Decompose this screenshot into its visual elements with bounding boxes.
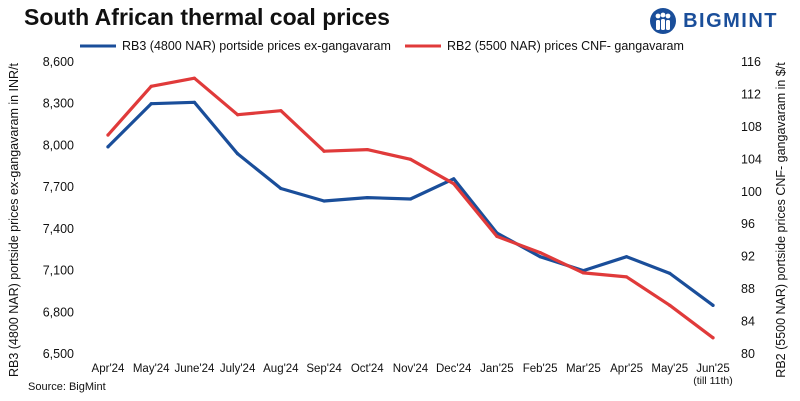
series-1-point: [322, 199, 326, 203]
legend-label-1: RB3 (4800 NAR) portside prices ex-gangav…: [122, 39, 391, 53]
y2-tick-label: 80: [741, 347, 755, 361]
x-tick-label: July'24: [220, 363, 256, 375]
series-2-point: [711, 336, 715, 340]
y2-tick-label: 84: [741, 315, 755, 329]
source-note: Source: BigMint: [28, 381, 106, 393]
x-tick-label: Dec'24: [436, 363, 472, 375]
x-tick-label: Jun'25: [696, 363, 730, 375]
y2-tick-label: 88: [741, 282, 755, 296]
series-2-point: [192, 76, 197, 80]
series-line-2: [106, 76, 715, 340]
series-2-point: [365, 148, 369, 152]
series-2-point: [408, 157, 413, 161]
x-tick-label: Jan'25: [480, 363, 514, 375]
series-2-point: [106, 133, 110, 137]
series-1-point: [452, 177, 456, 181]
series-1-point: [236, 152, 240, 156]
y-tick-label: 8,000: [43, 138, 74, 152]
series-2-point: [668, 303, 672, 307]
series-1-point: [668, 271, 672, 275]
series-2-point: [322, 149, 326, 153]
y-tick-label: 8,300: [43, 97, 74, 111]
legend: RB3 (4800 NAR) portside prices ex-gangav…: [80, 39, 684, 53]
y-tick-label: 7,700: [43, 180, 74, 194]
y2-tick-label: 104: [741, 152, 762, 166]
y-tick-label: 7,100: [43, 264, 74, 278]
x-tick-label: Mar'25: [566, 363, 601, 375]
y-tick-label: 6,800: [43, 305, 74, 319]
series-1-point: [365, 195, 369, 200]
series-1-point: [711, 303, 715, 307]
series-2-point: [149, 84, 153, 88]
series-1-point: [279, 186, 283, 191]
legend-label-2: RB2 (5500 NAR) prices CNF- gangavaram: [447, 39, 684, 53]
series-2-point: [452, 182, 456, 186]
x-tick-label: May'24: [133, 363, 170, 375]
x-tick-label: Apr'24: [92, 363, 125, 375]
series-1-point: [149, 102, 153, 106]
y-axis-title: RB3 (4800 NAR) portside prices ex-gangav…: [7, 62, 21, 377]
series-1-point: [192, 100, 197, 104]
y2-tick-label: 116: [741, 55, 761, 69]
y-tick-label: 7,400: [43, 222, 74, 236]
bigmint-logo-icon: [650, 8, 677, 34]
x-tick-label: May'25: [651, 363, 688, 375]
series-1-point: [538, 255, 542, 259]
y2-tick-label: 100: [741, 185, 762, 199]
y-tick-label: 8,600: [43, 55, 74, 69]
y2-tick-label: 96: [741, 217, 755, 231]
series-2-point: [236, 113, 240, 117]
brand-name: BIGMINT: [683, 9, 778, 32]
y2-tick-label: 108: [741, 120, 762, 134]
series-2-point: [538, 251, 542, 255]
chart-title: South African thermal coal prices: [24, 4, 390, 30]
y2-tick-label: 112: [741, 87, 761, 101]
series-2-point: [624, 275, 629, 279]
series-line-1: [106, 100, 715, 307]
series-1-point: [624, 255, 629, 259]
series-2-point: [495, 234, 499, 238]
x-tick-label: Sep'24: [306, 363, 342, 375]
brand-logo: BIGMINT: [649, 6, 778, 36]
series-1-point: [106, 145, 110, 149]
x-tick-label: Feb'25: [523, 363, 558, 375]
series-2-point: [581, 271, 585, 275]
y2-tick-label: 92: [741, 250, 755, 264]
y2-axis-title: RB2 (5500 NAR) portside prices CNF- gang…: [774, 62, 788, 378]
x-tick-label: Nov'24: [393, 363, 429, 375]
x-tick-label: Apr'25: [610, 363, 643, 375]
x-tick-sublabel: (till 11th): [693, 375, 732, 387]
x-tick-label: Aug'24: [263, 363, 299, 375]
series-1-point: [408, 197, 413, 201]
series-layer: [106, 76, 715, 340]
x-tick-label: Oct'24: [351, 363, 384, 375]
x-tick-label: June'24: [174, 363, 215, 375]
series-2-point: [279, 109, 283, 113]
y-tick-label: 6,500: [43, 347, 74, 361]
axes: 6,500 6,800 7,100 7,400 7,700 8,000 8,300 8,600…: [7, 55, 788, 387]
